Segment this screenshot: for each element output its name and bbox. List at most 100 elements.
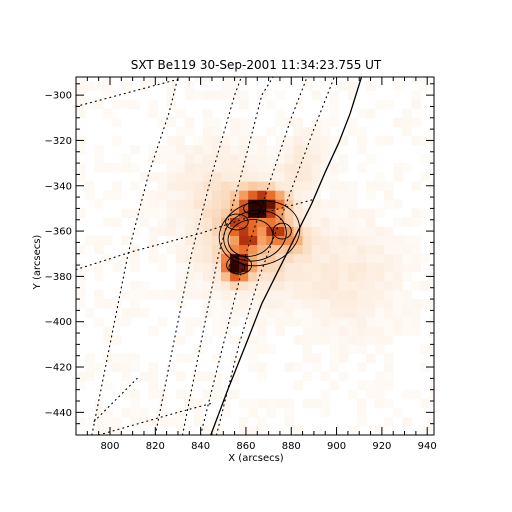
heatmap-cell [338,154,349,164]
heatmap-cell [85,99,95,110]
heatmap-cell [193,289,204,300]
heatmap-cell [175,262,186,273]
heatmap-cell [130,181,140,191]
heatmap-cell [184,271,195,282]
heatmap-cell [175,280,186,291]
heatmap-cell [329,362,340,372]
heatmap-cell [402,389,412,400]
heatmap-cell [175,244,186,255]
heatmap-cell [375,335,385,345]
x-tick-label: 800 [100,441,119,452]
heatmap-cell [193,226,204,236]
heatmap-cell [320,398,331,409]
y-axis-label: Y (arcsecs) [32,235,43,291]
heatmap-cell [420,208,430,218]
heatmap-cell [375,253,385,264]
heatmap-cell [329,380,340,391]
heatmap-cell [266,289,276,300]
heatmap-cell [302,163,313,173]
heatmap-cell [384,271,394,282]
heatmap-cell [94,299,104,309]
heatmap-cell [302,317,313,327]
heatmap-cell [121,389,131,400]
heatmap-cell [311,163,322,173]
heatmap-cell [293,217,303,227]
heatmap-cell [347,425,358,435]
heatmap-cell [356,217,367,227]
heatmap-cell [329,253,340,264]
heatmap-cell [94,289,104,300]
heatmap-cell [347,90,358,101]
heatmap-cell [293,425,303,435]
heatmap-cell [302,226,313,236]
heatmap-cell [130,308,140,318]
y-axis: −300 −320 −340 −360 −380 −400 −420 −440 [45,83,434,425]
heatmap-cell [320,262,331,273]
heatmap-cell [257,308,267,318]
heatmap-cell [157,144,168,155]
heatmap-cell [85,353,95,363]
heatmap-cell [175,371,186,382]
heatmap-cell [184,172,195,182]
heatmap-cell [293,362,303,372]
y-tick-label: −300 [45,91,72,102]
heatmap-cell [338,262,349,273]
heatmap-cell [411,181,421,191]
contour-line [223,209,287,262]
heatmap-cell [202,235,213,246]
heatmap-cell [284,163,294,173]
heatmap-cell [248,144,258,155]
heatmap-cell [157,190,168,200]
heatmap-cell [193,398,204,409]
heatmap-cell [284,262,294,273]
heatmap-cell [230,299,240,309]
heatmap-cell [293,317,303,327]
heatmap-cell [356,380,367,391]
heatmap-cell [366,308,376,318]
heatmap-cell [329,235,340,246]
heatmap-cell [347,317,358,327]
heatmap-cell [375,280,385,291]
heatmap-cell [384,335,394,345]
heatmap-cell [239,126,249,137]
heatmap-cell [257,199,267,209]
heatmap-cell [184,81,195,91]
heatmap-cell [302,371,313,382]
heatmap-cell [239,253,249,264]
heatmap-cell [130,416,140,427]
heatmap-cell [148,172,158,182]
heatmap-cell [248,190,258,200]
heatmap-cell [202,289,213,300]
heatmap-cell [356,308,367,318]
heatmap-cell [311,425,322,435]
heatmap-cell [320,172,331,182]
heatmap-cell [329,308,340,318]
heatmap-cell [121,317,131,327]
heatmap-cell [175,108,186,119]
heatmap-cell [284,407,294,418]
heatmap-cell [148,199,158,209]
heatmap-cell [157,416,168,427]
heatmap-cell [248,299,258,309]
heatmap-cell [221,280,231,291]
heatmap-cell [248,163,258,173]
heatmap-cell [230,172,240,182]
heatmap-cell [329,181,340,191]
heatmap-cell [202,199,213,209]
heatmap-cell [429,154,434,164]
heatmap-cell [202,144,213,155]
heatmap-cell [338,280,349,291]
heatmap-cell [393,235,403,246]
heatmap-cell [402,163,412,173]
heatmap-cell [329,208,340,218]
heatmap-cell [148,190,158,200]
heatmap-cell [239,271,249,282]
heatmap-cell [411,253,421,264]
heatmap-cell [211,235,222,246]
heatmap-cell [302,299,313,309]
heatmap-cell [257,208,267,218]
heatmap-cell [284,235,294,246]
heatmap-cell [239,299,249,309]
heatmap-cell [193,90,204,101]
